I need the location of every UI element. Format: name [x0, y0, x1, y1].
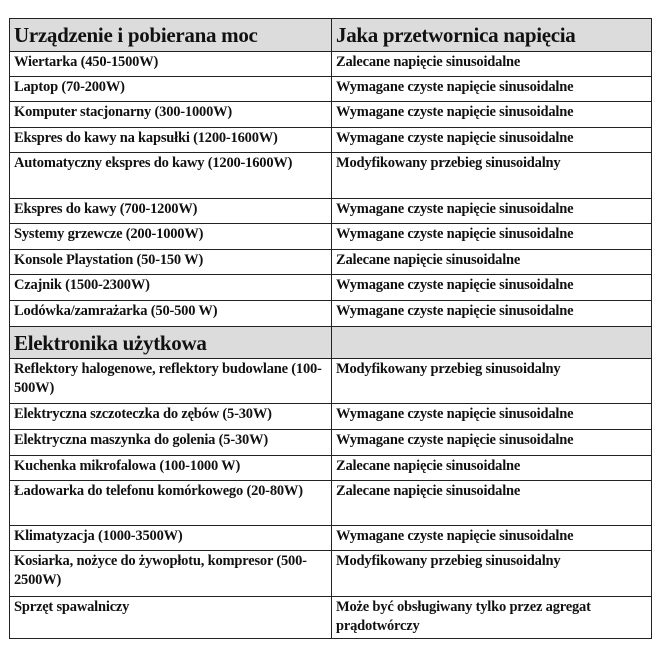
inverter-cell: Modyfikowany przebieg sinusoidalny — [331, 358, 652, 404]
table-row: Lodówka/zamrażarka (50-500 W) Wymagane cz… — [9, 300, 652, 327]
device-cell: Konsole Playstation (50-150 W) — [9, 249, 332, 275]
table-row: Laptop (70-200W) Wymagane czyste napięcie… — [9, 76, 652, 102]
inverter-cell: Może być obsługiwany tylko przez agregat… — [331, 596, 652, 639]
table-row: Ładowarka do telefonu komórkowego (20-80… — [9, 480, 652, 526]
device-cell: Laptop (70-200W) — [9, 76, 332, 102]
device-cell: Komputer stacjonarny (300-1000W) — [9, 101, 332, 128]
inverter-cell: Wymagane czyste napięcie sinusoidalne — [331, 403, 652, 430]
table-row: Reflektory halogenowe, reflektory budowl… — [9, 358, 652, 404]
device-cell: Ładowarka do telefonu komórkowego (20-80… — [9, 480, 332, 526]
device-cell: Elektryczna maszynka do golenia (5-30W) — [9, 429, 332, 456]
device-cell: Wiertarka (450-1500W) — [9, 51, 332, 77]
table-header-row: Urządzenie i pobierana moc Jaka przetwor… — [9, 18, 652, 52]
device-cell: Lodówka/zamrażarka (50-500 W) — [9, 300, 332, 327]
inverter-cell: Modyfikowany przebieg sinusoidalny — [331, 550, 652, 597]
inverter-compatibility-table: Urządzenie i pobierana moc Jaka przetwor… — [9, 18, 652, 639]
inverter-cell: Wymagane czyste napięcie sinusoidalne — [331, 76, 652, 102]
table-row: Komputer stacjonarny (300-1000W) Wymagane… — [9, 101, 652, 128]
table-row: Sprzęt spawalniczy Może być obsługiwany t… — [9, 596, 652, 639]
device-cell: Czajnik (1500-2300W) — [9, 274, 332, 301]
inverter-cell: Wymagane czyste napięcie sinusoidalne — [331, 198, 652, 224]
table-row: Kosiarka, nożyce do żywopłotu, kompresor… — [9, 550, 652, 597]
inverter-cell: Wymagane czyste napięcie sinusoidalne — [331, 127, 652, 153]
section-header-row: Elektronika użytkowa — [9, 326, 652, 359]
inverter-cell: Zalecane napięcie sinusoidalne — [331, 249, 652, 275]
inverter-cell: Wymagane czyste napięcie sinusoidalne — [331, 525, 652, 551]
device-cell: Systemy grzewcze (200-1000W) — [9, 223, 332, 250]
inverter-cell: Modyfikowany przebieg sinusoidalny — [331, 152, 652, 199]
section-title: Elektronika użytkowa — [9, 326, 332, 359]
device-cell: Kuchenka mikrofalowa (100-1000 W) — [9, 455, 332, 481]
device-cell: Reflektory halogenowe, reflektory budowl… — [9, 358, 332, 404]
device-cell: Kosiarka, nożyce do żywopłotu, kompresor… — [9, 550, 332, 597]
device-cell: Automatyczny ekspres do kawy (1200-1600W… — [9, 152, 332, 199]
device-cell: Ekspres do kawy (700-1200W) — [9, 198, 332, 224]
inverter-cell: Wymagane czyste napięcie sinusoidalne — [331, 300, 652, 327]
table-row: Ekspres do kawy (700-1200W) Wymagane czys… — [9, 198, 652, 224]
device-cell: Ekspres do kawy na kapsułki (1200-1600W) — [9, 127, 332, 153]
inverter-cell: Zalecane napięcie sinusoidalne — [331, 480, 652, 526]
table-row: Klimatyzacja (1000-3500W) Wymagane czyste… — [9, 525, 652, 551]
inverter-cell: Wymagane czyste napięcie sinusoidalne — [331, 274, 652, 301]
device-cell: Sprzęt spawalniczy — [9, 596, 332, 639]
table-row: Wiertarka (450-1500W) Zalecane napięcie s… — [9, 51, 652, 77]
table-row: Elektryczna szczoteczka do zębów (5-30W)… — [9, 403, 652, 430]
header-inverter: Jaka przetwornica napięcia — [331, 18, 652, 52]
inverter-cell: Wymagane czyste napięcie sinusoidalne — [331, 101, 652, 128]
device-cell: Klimatyzacja (1000-3500W) — [9, 525, 332, 551]
table-row: Kuchenka mikrofalowa (100-1000 W) Zalecan… — [9, 455, 652, 481]
table-row: Automatyczny ekspres do kawy (1200-1600W… — [9, 152, 652, 199]
section-empty-cell — [331, 326, 652, 359]
table-row: Ekspres do kawy na kapsułki (1200-1600W)… — [9, 127, 652, 153]
inverter-cell: Zalecane napięcie sinusoidalne — [331, 455, 652, 481]
inverter-cell: Zalecane napięcie sinusoidalne — [331, 51, 652, 77]
table-row: Konsole Playstation (50-150 W) Zalecane n… — [9, 249, 652, 275]
inverter-cell: Wymagane czyste napięcie sinusoidalne — [331, 429, 652, 456]
table-row: Czajnik (1500-2300W) Wymagane czyste napi… — [9, 274, 652, 301]
device-cell: Elektryczna szczoteczka do zębów (5-30W) — [9, 403, 332, 430]
header-device: Urządzenie i pobierana moc — [9, 18, 332, 52]
table-row: Elektryczna maszynka do golenia (5-30W) W… — [9, 429, 652, 456]
inverter-cell: Wymagane czyste napięcie sinusoidalne — [331, 223, 652, 250]
table-row: Systemy grzewcze (200-1000W) Wymagane czy… — [9, 223, 652, 250]
